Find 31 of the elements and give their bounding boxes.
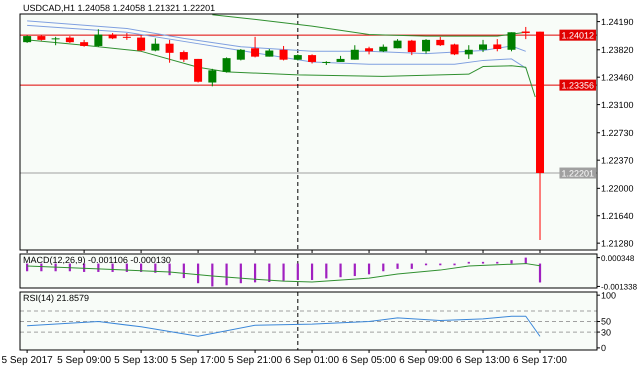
x-tick-label: 5 Sep 17:00 [171, 355, 226, 366]
x-tick-label: 6 Sep 09:00 [399, 355, 454, 366]
y-tick-label: 30 [601, 327, 612, 338]
y-tick-label: 100 [601, 290, 616, 300]
y-tick-label: 1.24190 [601, 16, 634, 27]
chart-title: USDCAD,H1 1.24058 1.24058 1.21321 1.22201 [23, 3, 216, 13]
y-tick-label: 1.21640 [601, 210, 634, 221]
x-tick-label: 6 Sep 05:00 [342, 355, 396, 366]
y-tick-label: 1.23460 [601, 72, 634, 82]
x-tick-label: 5 Sep 09:00 [57, 355, 112, 366]
y-tick-label: 1.22370 [601, 155, 634, 166]
x-tick-label: 6 Sep 13:00 [456, 355, 510, 366]
y-tick-label: -0.001338 [601, 282, 638, 292]
y-tick-label: 0 [601, 343, 606, 354]
x-tick-label: 5 Sep 2017 [2, 355, 54, 366]
x-tick-label: 6 Sep 01:00 [285, 355, 340, 366]
ref-line-label: 1.24012 [561, 30, 594, 41]
ref-line-label: 1.22201 [561, 168, 594, 179]
y-tick-label: 1.22730 [601, 128, 634, 138]
y-tick-label: 1.23100 [601, 100, 634, 110]
x-tick-label: 6 Sep 17:00 [513, 355, 568, 366]
x-tick-label: 5 Sep 13:00 [114, 355, 169, 366]
chart-title: MACD(12,26,9) -0.001106 -0.000130 [23, 255, 171, 265]
y-tick-label: 1.21280 [601, 238, 634, 248]
x-tick-label: 5 Sep 21:00 [228, 355, 282, 366]
y-tick-label: 50 [601, 316, 612, 327]
y-tick-label: 1.22000 [601, 184, 634, 194]
chart-title: RSI(14) 21.8579 [23, 293, 90, 303]
y-tick-label: 1.23820 [601, 44, 634, 55]
ref-line-label: 1.23356 [561, 80, 594, 91]
y-tick-label: 0.000348 [601, 254, 635, 263]
